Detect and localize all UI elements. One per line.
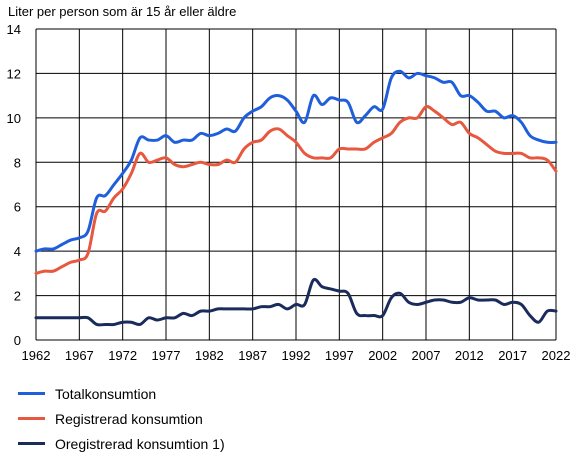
grid-lines [36, 28, 557, 340]
series-line-2 [34, 277, 558, 327]
y-tick-label-10: 10 [7, 111, 21, 126]
x-tick-label-1982: 1982 [195, 348, 224, 363]
series-lines [34, 69, 558, 327]
legend-item-registrerad: Registrerad konsumtion [18, 406, 225, 431]
x-tick-label-2002: 2002 [368, 348, 397, 363]
legend-label-registrerad: Registrerad konsumtion [55, 410, 203, 427]
y-tick-label-4: 4 [14, 244, 21, 259]
x-tick-labels: 1962 1967 1972 1977 1982 1987 1992 1997 2002 2007… [22, 348, 571, 363]
x-tick-label-2012: 2012 [455, 348, 484, 363]
legend-swatch-oregistrerad [18, 442, 45, 445]
x-tick-label-1972: 1972 [108, 348, 137, 363]
x-tick-label-2007: 2007 [412, 348, 441, 363]
series-line-1 [34, 105, 558, 275]
y-tick-label-8: 8 [14, 155, 21, 170]
y-tick-label-0: 0 [14, 333, 21, 348]
y-tick-label-14: 14 [7, 22, 21, 37]
y-tick-labels: 0 2 4 6 8 10 12 14 [7, 22, 21, 348]
x-tick-label-2022: 2022 [542, 348, 571, 363]
y-tick-label-12: 12 [7, 66, 21, 81]
x-tick-label-1977: 1977 [152, 348, 181, 363]
x-tick-label-1992: 1992 [282, 348, 311, 363]
x-tick-label-1997: 1997 [325, 348, 354, 363]
legend-item-total: Totalkonsumtion [18, 381, 225, 406]
y-tick-label-2: 2 [14, 289, 21, 304]
legend-label-oregistrerad: Oregistrerad konsumtion 1) [55, 435, 225, 452]
legend-swatch-registrerad [18, 417, 45, 420]
x-tick-label-2017: 2017 [498, 348, 527, 363]
legend: Totalkonsumtion Registrerad konsumtion O… [18, 381, 225, 456]
line-chart: Liter per person som är 15 år eller äldr… [7, 4, 571, 363]
legend-swatch-total [18, 392, 45, 395]
x-tick-label-1987: 1987 [238, 348, 267, 363]
y-axis-label: Liter per person som är 15 år eller äldr… [8, 4, 236, 19]
axes [35, 29, 556, 341]
x-tick-label-1967: 1967 [65, 348, 94, 363]
legend-item-oregistrerad: Oregistrerad konsumtion 1) [18, 431, 225, 456]
x-tick-label-1962: 1962 [22, 348, 51, 363]
series-line-0 [34, 69, 558, 253]
legend-label-total: Totalkonsumtion [55, 385, 157, 402]
y-tick-label-6: 6 [14, 200, 21, 215]
